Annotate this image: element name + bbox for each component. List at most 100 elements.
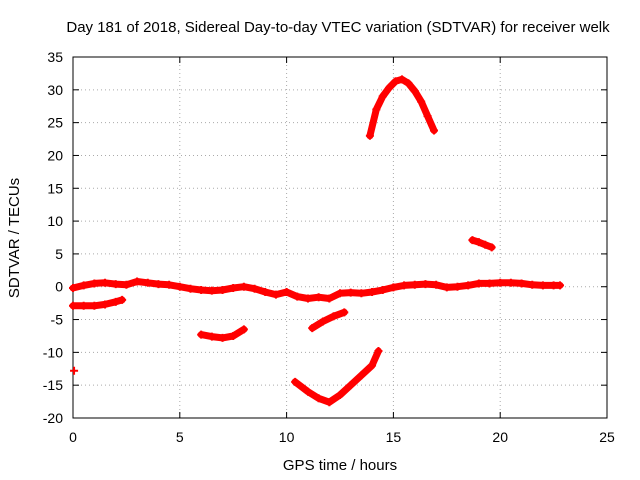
data-point	[400, 281, 409, 290]
y-tick-label: 15	[47, 180, 63, 196]
data-point	[365, 131, 374, 140]
data-point	[229, 331, 238, 340]
data-point	[496, 278, 505, 287]
data-point	[453, 282, 462, 291]
data-point	[487, 243, 496, 252]
data-point	[442, 283, 451, 292]
y-tick-label: 0	[55, 279, 63, 295]
y-axis-label: SDTVAR / TECUs	[6, 178, 23, 298]
data-point	[538, 281, 547, 290]
y-tick-label: -5	[51, 312, 64, 328]
x-tick-label: 10	[279, 429, 295, 445]
data-point	[229, 284, 238, 293]
series-main-arc	[69, 277, 565, 303]
data-point	[314, 394, 323, 403]
grid-lines	[73, 57, 607, 418]
data-point	[417, 97, 426, 106]
data-point	[318, 317, 327, 326]
data-point	[197, 286, 206, 295]
data-point	[410, 87, 419, 96]
data-point	[404, 79, 413, 88]
data-point	[154, 280, 163, 289]
data-point	[474, 238, 483, 247]
series-low-early	[69, 295, 127, 310]
data-point	[143, 278, 152, 287]
data-point	[303, 387, 312, 396]
y-tick-label: 5	[55, 246, 63, 262]
y-tick-labels: -20 -15 -10 -5 0 5 10 15 20 25 30 35	[43, 49, 63, 426]
data-point	[207, 332, 216, 341]
y-tick-label: -20	[43, 410, 63, 426]
data-point	[118, 295, 127, 304]
data-point	[378, 92, 387, 101]
data-point	[186, 284, 195, 293]
y-tick-label: 10	[47, 213, 63, 229]
data-point	[165, 280, 174, 289]
data-point	[368, 287, 377, 296]
data-point	[528, 280, 537, 289]
series-dip-7h	[197, 325, 248, 342]
data-point	[282, 287, 291, 296]
axis-ticks	[72, 56, 608, 419]
data-point	[79, 301, 88, 310]
plot-frame	[72, 56, 608, 419]
data-point	[357, 371, 366, 380]
data-point	[464, 281, 473, 290]
data-point	[325, 398, 334, 407]
data-point	[79, 281, 88, 290]
series-trace	[366, 75, 438, 140]
data-point	[250, 284, 259, 293]
data-point	[90, 279, 99, 288]
series-late-segment	[468, 236, 496, 252]
data-point	[111, 280, 120, 289]
data-point	[389, 283, 398, 292]
data-point	[271, 290, 280, 299]
data-point	[432, 280, 441, 289]
data-point	[517, 279, 526, 288]
data-point	[239, 282, 248, 291]
data-point	[101, 300, 110, 309]
x-tick-labels: 0 5 10 15 20 25	[69, 429, 615, 445]
data-point	[293, 292, 302, 301]
series-high-arc	[365, 75, 438, 140]
data-point	[368, 361, 377, 370]
data-point	[474, 279, 483, 288]
x-tick-label: 15	[386, 429, 402, 445]
y-tick-label: 35	[47, 49, 63, 65]
data-point	[556, 281, 565, 290]
data-point	[122, 280, 131, 289]
x-tick-label: 5	[176, 429, 184, 445]
x-tick-label: 0	[69, 429, 77, 445]
series-deep-dip	[291, 347, 383, 407]
series-single-point	[70, 366, 79, 375]
data-point	[218, 286, 227, 295]
data-point	[329, 312, 338, 321]
data-point	[69, 301, 77, 310]
data-point	[336, 391, 344, 400]
series-trace	[308, 308, 348, 332]
data-point	[485, 279, 494, 288]
data-point	[111, 297, 120, 306]
data-point	[372, 105, 381, 114]
x-axis-label: GPS time / hours	[283, 457, 397, 474]
x-tick-label: 25	[599, 429, 615, 445]
data-point	[101, 278, 110, 287]
data-point	[374, 347, 383, 356]
y-tick-label: 20	[47, 147, 63, 163]
data-point	[397, 75, 406, 84]
data-point	[303, 294, 312, 303]
data-point	[391, 77, 400, 86]
data-point	[346, 381, 355, 390]
data-point	[468, 236, 477, 245]
data-point	[308, 324, 317, 333]
data-point	[207, 286, 216, 295]
y-tick-label: 25	[47, 115, 63, 131]
data-point	[197, 330, 206, 339]
y-tick-label: 30	[47, 82, 63, 98]
chart-title: Day 181 of 2018, Sidereal Day-to-day VTE…	[66, 19, 610, 36]
x-tick-label: 20	[492, 429, 508, 445]
data-point	[481, 240, 490, 249]
data-point	[261, 287, 270, 296]
data-point	[69, 284, 77, 293]
